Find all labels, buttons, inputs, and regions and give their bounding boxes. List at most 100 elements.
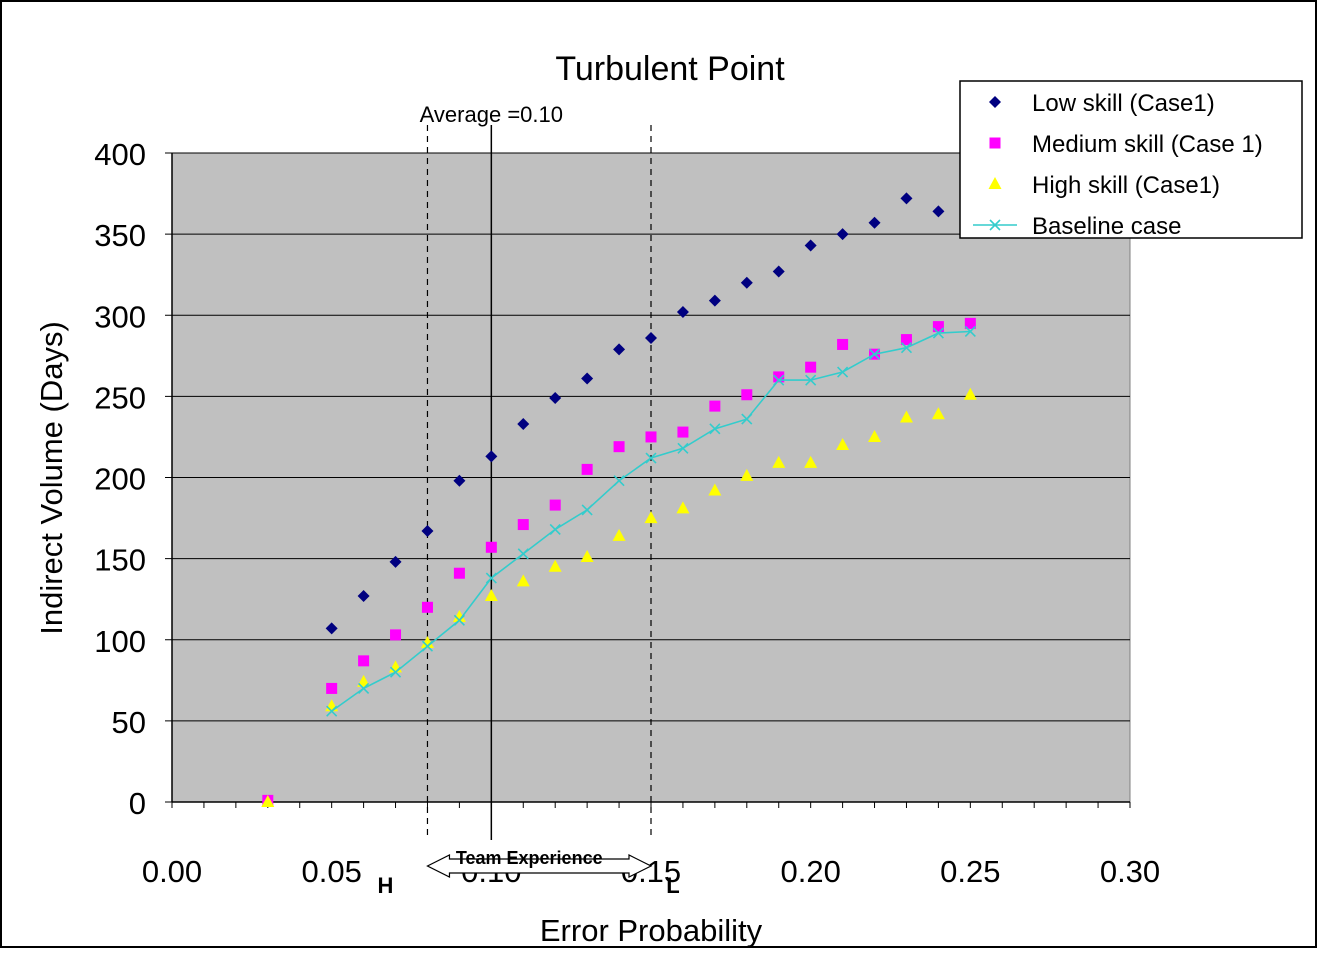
data-point — [484, 588, 498, 601]
data-point — [421, 525, 434, 538]
data-point — [963, 387, 977, 400]
double-arrow-shape — [426, 854, 653, 878]
data-point-stroke — [932, 327, 944, 339]
data-point — [709, 400, 721, 412]
data-point — [517, 417, 530, 430]
data-point — [421, 601, 433, 613]
team-experience-arrow: Team Experience — [426, 848, 653, 878]
data-point — [452, 610, 466, 623]
data-point-stroke — [421, 640, 434, 652]
data-point — [677, 426, 689, 438]
data-point-stroke — [517, 548, 529, 560]
legend-entry: Medium skill (Case 1) — [989, 131, 1263, 158]
data-point-stroke — [613, 475, 625, 487]
data-point-stroke — [453, 614, 465, 626]
data-point — [708, 294, 721, 307]
data-point — [868, 429, 882, 442]
data-point — [581, 504, 593, 516]
data-point-stroke — [964, 325, 976, 338]
team-experience-label: Team Experience — [456, 848, 603, 868]
chart-title: Turbulent Point — [555, 50, 785, 88]
data-point — [581, 372, 594, 385]
data-point — [989, 137, 1001, 149]
legend-label: High skill (Case1) — [1032, 172, 1220, 199]
data-point — [326, 682, 338, 694]
data-point — [581, 463, 593, 475]
data-point — [517, 548, 529, 560]
series-triangle — [261, 387, 977, 807]
legend-label: Baseline case — [1032, 213, 1181, 240]
y-tick-label: 400 — [94, 137, 146, 172]
x-axis-title: Error Probability — [540, 913, 763, 948]
data-point — [741, 413, 753, 425]
data-point — [741, 389, 753, 401]
data-point-stroke — [645, 452, 657, 464]
data-point — [517, 519, 529, 531]
data-point — [613, 475, 625, 487]
data-point — [805, 361, 817, 373]
data-point-stroke — [837, 366, 849, 378]
data-point — [613, 441, 625, 453]
data-point — [613, 343, 626, 356]
axes: 0501001502002503003504000.000.050.100.15… — [94, 137, 1160, 889]
x-tick-label: 0.30 — [1100, 854, 1160, 889]
y-tick-label: 0 — [129, 786, 146, 821]
data-point — [932, 327, 944, 339]
y-tick-label: 50 — [112, 705, 146, 740]
data-point — [836, 438, 850, 451]
series-diamond — [325, 192, 945, 635]
data-point — [549, 499, 561, 511]
data-point — [772, 265, 785, 278]
data-point-stroke — [773, 374, 785, 386]
data-point-stroke — [485, 572, 497, 584]
data-point — [549, 523, 561, 535]
data-point — [932, 321, 944, 333]
data-point — [389, 555, 402, 568]
data-point-stroke — [358, 682, 370, 694]
data-point — [772, 455, 786, 468]
data-point-stroke — [741, 413, 753, 425]
legend-label: Medium skill (Case 1) — [1032, 131, 1263, 158]
data-point — [773, 371, 785, 383]
data-point — [548, 559, 562, 572]
x-tick-label: 0.00 — [142, 854, 202, 889]
data-point — [868, 348, 881, 360]
x-tick-label: 0.20 — [780, 854, 840, 889]
data-point-stroke — [709, 423, 721, 435]
y-tick-label: 200 — [94, 462, 146, 497]
data-point — [899, 410, 913, 423]
data-point — [805, 374, 817, 386]
y-axis-title: Indirect Volume (Days) — [34, 321, 69, 635]
data-point-stroke — [326, 705, 338, 717]
average-label: Average =0.10 — [420, 102, 563, 127]
data-point-stroke — [581, 504, 593, 516]
x-tick-label: 0.25 — [940, 854, 1000, 889]
data-point-stroke — [805, 374, 817, 386]
data-point-stroke — [900, 342, 913, 354]
data-point — [326, 705, 338, 717]
data-point — [989, 96, 1001, 108]
data-point — [420, 635, 434, 648]
data-point — [645, 431, 657, 443]
y-tick-label: 150 — [94, 543, 146, 578]
series-layer — [261, 192, 977, 807]
legend-label: Low skill (Case1) — [1032, 90, 1215, 117]
data-point — [325, 622, 338, 635]
reference-label-l: L — [666, 873, 679, 898]
data-point — [837, 366, 849, 378]
data-point — [389, 666, 402, 678]
data-point — [988, 177, 1002, 189]
y-tick-label: 350 — [94, 218, 146, 253]
data-point-stroke — [389, 666, 402, 678]
data-point — [900, 192, 913, 205]
y-tick-label: 250 — [94, 380, 146, 415]
data-point — [868, 216, 881, 229]
data-point — [453, 614, 465, 626]
data-point — [676, 501, 690, 514]
legend-entry: Low skill (Case1) — [989, 90, 1215, 117]
data-point — [549, 391, 562, 404]
reference-label-h: H — [378, 873, 394, 898]
y-tick-label: 100 — [94, 624, 146, 659]
